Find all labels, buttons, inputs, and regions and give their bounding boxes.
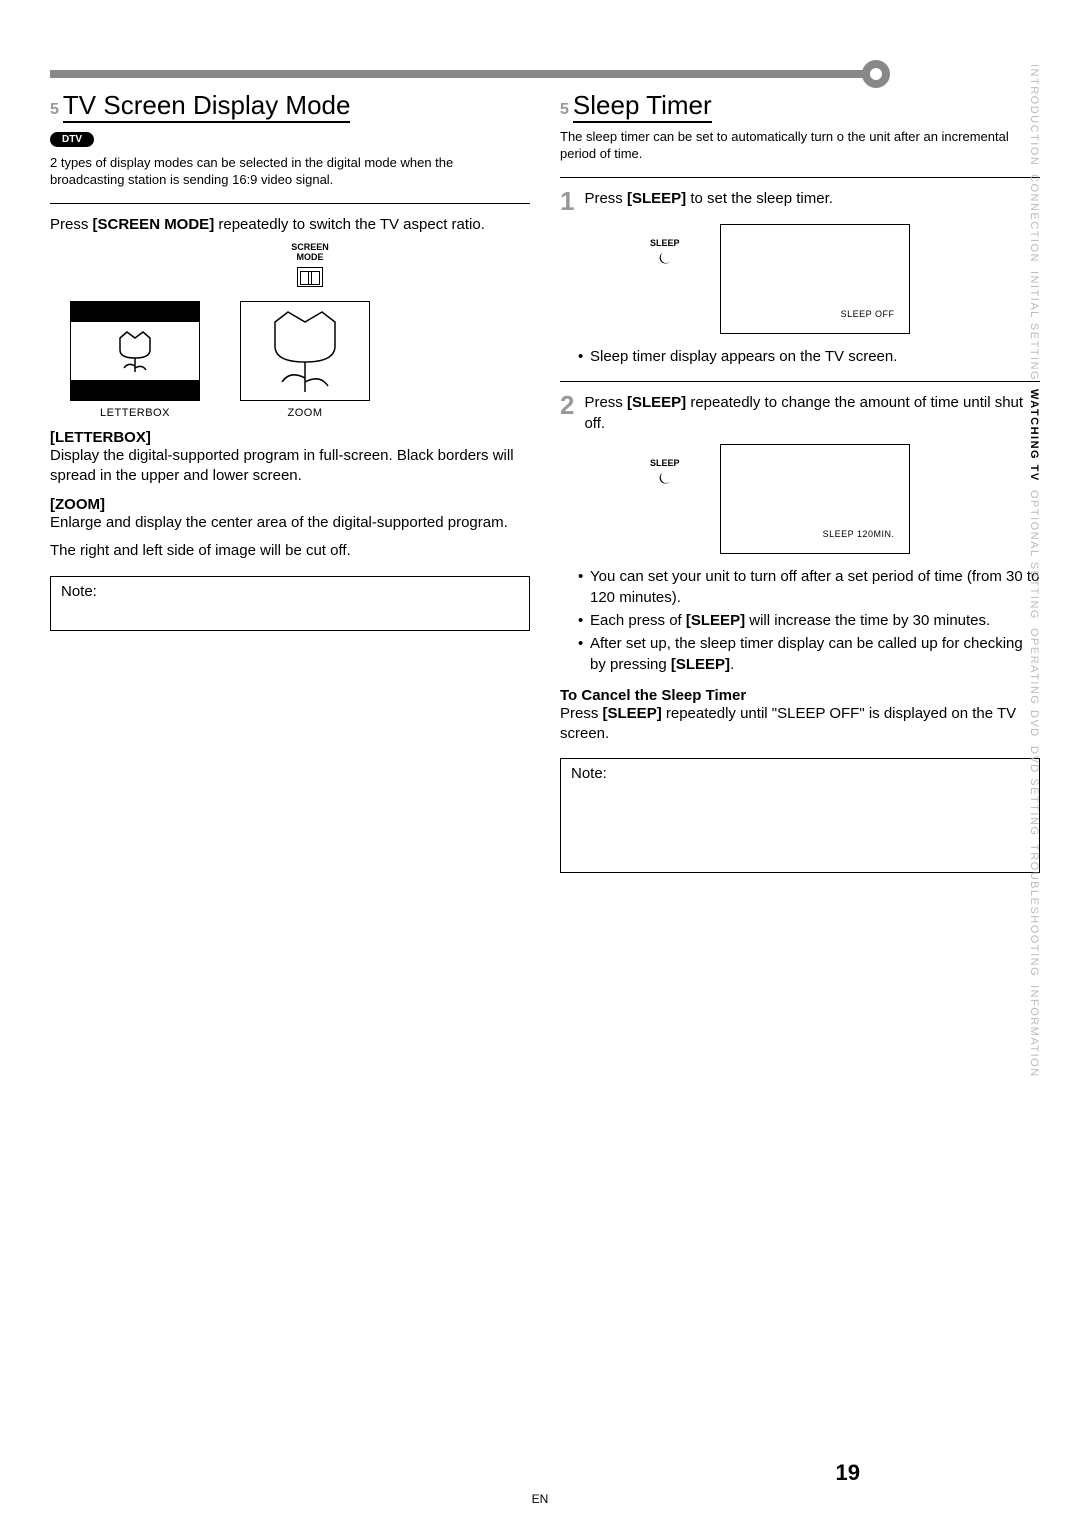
step-box: Press [SCREEN MODE] repeatedly to switch… [50, 203, 530, 562]
note-label: Note: [61, 583, 97, 600]
step1-num: 1 [560, 188, 574, 214]
step1-prefix: Press [584, 190, 627, 207]
letterbox-heading: [LETTERBOX] [50, 429, 530, 446]
step-text: Press [SCREEN MODE] repeatedly to switch… [50, 214, 530, 235]
flower-icon [260, 310, 350, 392]
step1-media: SLEEP ⏾ SLEEP OFF [580, 224, 1040, 334]
sleep-moon-icon: ⏾ [650, 250, 680, 268]
tab-information[interactable]: INFORMATION [1028, 981, 1040, 1082]
tab-troubleshooting[interactable]: TROUBLESHOOTING [1028, 840, 1040, 981]
dtv-badge: DTV [50, 132, 94, 147]
section-title-row: 5TV Screen Display Mode [50, 90, 530, 129]
step2-num: 2 [560, 392, 574, 418]
top-bar [50, 70, 880, 78]
tab-optional-setting[interactable]: OPTIONAL SETTING [1028, 486, 1040, 624]
section-title-row: 5Sleep Timer [560, 90, 1040, 129]
sleep-label: SLEEP [650, 238, 680, 248]
section-title: TV Screen Display Mode [63, 90, 351, 123]
section-title: Sleep Timer [573, 90, 712, 123]
zoom-image [240, 301, 370, 401]
step1-bullet-item: Sleep timer display appears on the TV sc… [578, 346, 1040, 367]
bullet-item: You can set your unit to turn off after … [578, 566, 1040, 608]
flower-icon [110, 330, 160, 372]
zoom-example: ZOOM [240, 301, 370, 419]
right-column: 5Sleep Timer The sleep timer can be set … [560, 90, 1040, 873]
tab-watching-tv[interactable]: WATCHING TV [1028, 385, 1040, 486]
cancel-bold: [SLEEP] [603, 705, 662, 722]
left-column: 5TV Screen Display Mode DTV 2 types of d… [50, 90, 530, 873]
zoom-text1: Enlarge and display the center area of t… [50, 513, 530, 533]
tab-introduction[interactable]: INTRODUCTION [1028, 60, 1040, 170]
bullet-item: Each press of [SLEEP] will increase the … [578, 610, 1040, 631]
sleep-moon-icon: ⏾ [650, 470, 680, 488]
intro-text: 2 types of display modes can be selected… [50, 155, 530, 189]
bullet-item: After set up, the sleep timer display ca… [578, 633, 1040, 675]
side-tabs: INTRODUCTION CONNECTION INITIAL SETTING … [1028, 60, 1040, 1082]
step1-box: 1 Press [SLEEP] to set the sleep timer. … [560, 177, 1040, 367]
step-suffix: repeatedly to switch the TV aspect ratio… [214, 216, 485, 233]
sleep-button: SLEEP ⏾ [650, 458, 680, 488]
note-box-left: Note: [50, 576, 530, 631]
tv-screen-2: SLEEP 120MIN. [720, 444, 910, 554]
step2-box: 2 Press [SLEEP] repeatedly to change the… [560, 381, 1040, 745]
note-box-right: Note: [560, 758, 1040, 873]
section-number: 5 [50, 101, 59, 119]
step1-text: Press [SLEEP] to set the sleep timer. [584, 188, 1040, 209]
letterbox-text: Display the digital-supported program in… [50, 446, 530, 487]
tv-screen-2-text: SLEEP 120MIN. [823, 529, 895, 539]
step2-media: SLEEP ⏾ SLEEP 120MIN. [580, 444, 1040, 554]
step1-bold: [SLEEP] [627, 190, 686, 207]
tab-dvd-setting[interactable]: DVD SETTING [1028, 742, 1040, 840]
page-number: 19 [836, 1460, 860, 1486]
step1-bullet: Sleep timer display appears on the TV sc… [578, 346, 1040, 367]
tab-connection[interactable]: CONNECTION [1028, 170, 1040, 267]
letterbox-image [70, 301, 200, 401]
display-examples: LETTERBOX ZOOM [70, 301, 530, 419]
cancel-text: Press [SLEEP] repeatedly until "SLEEP OF… [560, 704, 1040, 745]
sleep-button: SLEEP ⏾ [650, 238, 680, 268]
zoom-heading: [ZOOM] [50, 496, 530, 513]
letterbox-label: LETTERBOX [70, 407, 200, 419]
step-prefix: Press [50, 216, 93, 233]
tv-screen-1: SLEEP OFF [720, 224, 910, 334]
top-circle [862, 60, 890, 88]
main-content: 5TV Screen Display Mode DTV 2 types of d… [50, 90, 1040, 873]
page-lang: EN [532, 1492, 549, 1506]
step2-bold: [SLEEP] [627, 394, 686, 411]
zoom-label: ZOOM [240, 407, 370, 419]
screen-mode-label2: MODE [90, 253, 530, 263]
step2-bullets: You can set your unit to turn off after … [578, 566, 1040, 675]
intro-text: The sleep timer can be set to automatica… [560, 129, 1040, 163]
zoom-text2: The right and left side of image will be… [50, 541, 530, 561]
step1-suffix: to set the sleep timer. [686, 190, 833, 207]
step-bold: [SCREEN MODE] [93, 216, 215, 233]
cancel-heading: To Cancel the Sleep Timer [560, 687, 1040, 704]
cancel-prefix: Press [560, 705, 603, 722]
screen-mode-button: SCREEN MODE [90, 243, 530, 287]
letterbox-example: LETTERBOX [70, 301, 200, 419]
section-number: 5 [560, 101, 569, 119]
sleep-label: SLEEP [650, 458, 680, 468]
note-label: Note: [571, 765, 607, 782]
tv-screen-1-text: SLEEP OFF [841, 309, 895, 319]
tab-initial-setting[interactable]: INITIAL SETTING [1028, 267, 1040, 385]
step2-prefix: Press [584, 394, 627, 411]
step2-text: Press [SLEEP] repeatedly to change the a… [584, 392, 1040, 434]
screen-mode-icon [297, 267, 323, 287]
tab-operating-dvd[interactable]: OPERATING DVD [1028, 624, 1040, 742]
